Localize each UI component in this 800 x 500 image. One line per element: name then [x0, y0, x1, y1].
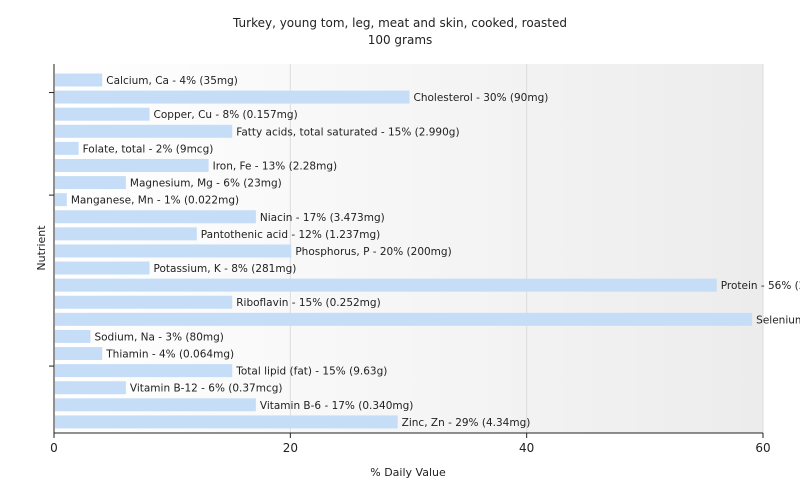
bar	[55, 364, 233, 378]
bar-label: Protein - 56% (27.93g)	[721, 280, 800, 292]
bar	[55, 312, 753, 326]
x-tick-label: 0	[50, 441, 58, 455]
y-axis-title: Nutrient	[35, 225, 48, 271]
bar	[55, 124, 233, 138]
bar-label: Manganese, Mn - 1% (0.022mg)	[71, 195, 239, 207]
bar-label: Riboflavin - 15% (0.252mg)	[236, 297, 380, 309]
bar	[55, 381, 126, 395]
bar	[55, 244, 292, 258]
axes-group: 0 20 40 60	[49, 64, 771, 455]
bar	[55, 158, 209, 172]
bar	[55, 261, 150, 275]
bar	[55, 278, 717, 292]
bar-label: Thiamin - 4% (0.064mg)	[105, 349, 234, 361]
bar-label: Phosphorus, P - 20% (200mg)	[295, 246, 451, 258]
x-tick-label: 40	[519, 441, 534, 455]
bar	[55, 193, 67, 207]
bar	[55, 210, 256, 224]
bar-label: Iron, Fe - 13% (2.28mg)	[213, 160, 337, 172]
bar	[55, 227, 197, 241]
chart-subtitle: 100 grams	[368, 33, 433, 47]
bar	[55, 415, 398, 429]
bar-label: Fatty acids, total saturated - 15% (2.99…	[236, 126, 459, 138]
bar-label: Folate, total - 2% (9mcg)	[83, 143, 214, 155]
bar-label: Total lipid (fat) - 15% (9.63g)	[235, 366, 387, 378]
x-axis-title: % Daily Value	[370, 466, 446, 479]
bar	[55, 329, 91, 343]
bar-label: Vitamin B-12 - 6% (0.37mcg)	[130, 383, 283, 395]
bar-label: Selenium, Se - 59% (41.1mcg)	[756, 314, 800, 326]
bar-label: Calcium, Ca - 4% (35mg)	[106, 75, 238, 87]
bar	[55, 295, 233, 309]
bar-label: Cholesterol - 30% (90mg)	[414, 92, 549, 104]
bar-label: Zinc, Zn - 29% (4.34mg)	[402, 417, 531, 429]
bar	[55, 90, 410, 104]
bar-label: Niacin - 17% (3.473mg)	[260, 212, 385, 224]
bar	[55, 347, 103, 361]
bar	[55, 141, 79, 155]
bar-label: Sodium, Na - 3% (80mg)	[94, 331, 223, 343]
chart-title: Turkey, young tom, leg, meat and skin, c…	[232, 16, 567, 30]
bar-label: Copper, Cu - 8% (0.157mg)	[154, 109, 298, 121]
bar	[55, 107, 150, 121]
bar-label: Vitamin B-6 - 17% (0.340mg)	[260, 400, 414, 412]
bar-label: Magnesium, Mg - 6% (23mg)	[130, 178, 282, 190]
bar-label: Potassium, K - 8% (281mg)	[154, 263, 297, 275]
bar	[55, 176, 126, 190]
bars-group: Calcium, Ca - 4% (35mg) Cholesterol - 30%…	[55, 73, 800, 429]
bar-label: Pantothenic acid - 12% (1.237mg)	[201, 229, 380, 241]
x-tick-label: 20	[283, 441, 298, 455]
x-tick-label: 60	[755, 441, 770, 455]
bar	[55, 398, 256, 412]
bar	[55, 73, 103, 87]
